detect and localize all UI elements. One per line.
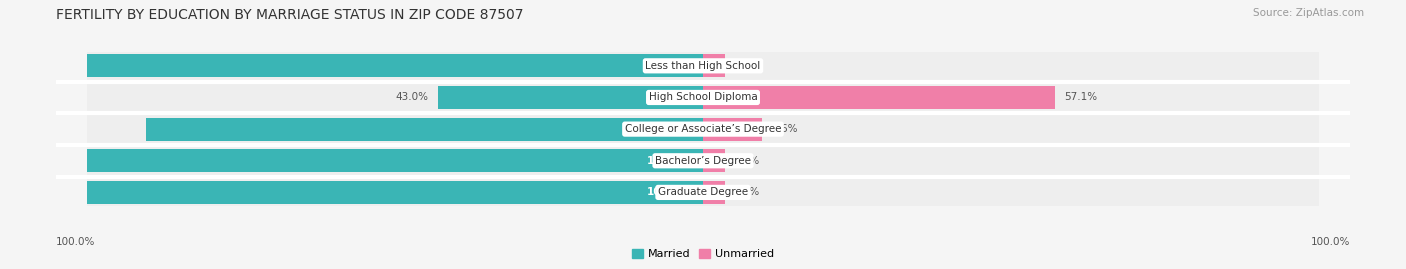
Legend: Married, Unmarried: Married, Unmarried	[627, 244, 779, 263]
Bar	[703, 54, 724, 77]
Bar	[439, 86, 703, 109]
Text: 100.0%: 100.0%	[647, 187, 690, 197]
Text: Source: ZipAtlas.com: Source: ZipAtlas.com	[1253, 8, 1364, 18]
Bar	[703, 181, 724, 204]
Text: 9.6%: 9.6%	[772, 124, 797, 134]
Text: 0.0%: 0.0%	[734, 187, 761, 197]
Bar	[146, 118, 703, 140]
Text: FERTILITY BY EDUCATION BY MARRIAGE STATUS IN ZIP CODE 87507: FERTILITY BY EDUCATION BY MARRIAGE STATU…	[56, 8, 524, 22]
Text: Less than High School: Less than High School	[645, 61, 761, 71]
Bar	[87, 181, 703, 204]
Text: 0.0%: 0.0%	[734, 61, 761, 71]
Bar	[703, 149, 724, 172]
Bar	[87, 147, 1319, 175]
Text: Bachelor’s Degree: Bachelor’s Degree	[655, 156, 751, 166]
Bar	[703, 118, 762, 140]
Text: 43.0%: 43.0%	[396, 93, 429, 102]
Text: 90.4%: 90.4%	[654, 124, 690, 134]
Bar	[87, 115, 1319, 143]
Text: High School Diploma: High School Diploma	[648, 93, 758, 102]
Text: 100.0%: 100.0%	[647, 156, 690, 166]
Bar	[87, 149, 703, 172]
Bar	[87, 52, 1319, 80]
Text: 100.0%: 100.0%	[647, 61, 690, 71]
Text: 100.0%: 100.0%	[56, 237, 96, 247]
Bar	[703, 86, 1054, 109]
Text: 0.0%: 0.0%	[734, 156, 761, 166]
Text: 100.0%: 100.0%	[1310, 237, 1350, 247]
Bar	[87, 54, 703, 77]
Bar	[87, 179, 1319, 206]
Text: College or Associate’s Degree: College or Associate’s Degree	[624, 124, 782, 134]
Bar	[87, 84, 1319, 111]
Text: Graduate Degree: Graduate Degree	[658, 187, 748, 197]
Text: 57.1%: 57.1%	[1064, 93, 1097, 102]
